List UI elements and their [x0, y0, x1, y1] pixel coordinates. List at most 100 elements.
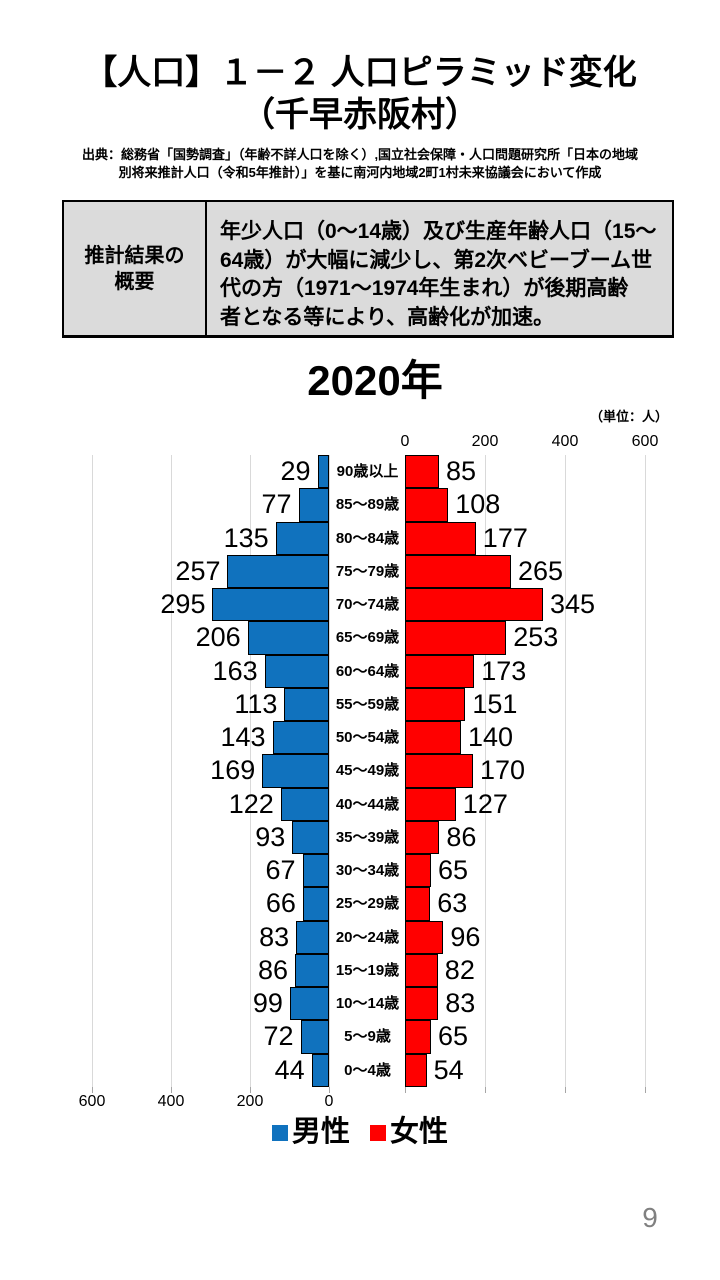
top-axis-tick-label: 200 — [471, 433, 499, 450]
male-value-label: 113 — [234, 688, 278, 719]
female-bar — [405, 953, 438, 988]
male-value-label: 72 — [263, 1021, 294, 1052]
male-value-label: 86 — [257, 954, 289, 985]
male-value-label: 122 — [228, 788, 274, 819]
female-bar — [405, 554, 511, 589]
bottom-axis-tick — [405, 1087, 406, 1093]
age-group-label: 90歳以上 — [336, 463, 399, 480]
pyramid-row: 163 173 60～64歳 — [0, 654, 720, 688]
pyramid-row: 99 83 10～14歳 — [0, 987, 720, 1021]
female-value-label: 345 — [550, 589, 596, 620]
legend-item-male: 男性 — [271, 1112, 350, 1152]
male-bar — [317, 455, 329, 489]
male-value-label: 83 — [259, 921, 290, 952]
page-title: 【人口】１－２ 人口ピラミッド変化 （千早赤阪村） — [0, 52, 720, 136]
top-axis-tick-label: 0 — [400, 433, 410, 450]
age-group-label: 10～14歳 — [335, 995, 400, 1013]
pyramid-row: 44 54 0～4歳 — [0, 1053, 720, 1087]
male-bar — [302, 854, 329, 888]
top-axis-tick-label: 600 — [631, 433, 659, 450]
male-value-label: 77 — [261, 489, 292, 520]
pyramid-row: 86 82 15～19歳 — [0, 953, 720, 988]
male-bar — [275, 521, 329, 555]
summary-header-cell: 推計結果の 概要 — [64, 202, 207, 335]
male-value-label: 163 — [212, 655, 258, 686]
bottom-axis-tick-label: 600 — [78, 1093, 106, 1110]
female-value-label: 140 — [468, 722, 514, 753]
female-value-label: 86 — [446, 821, 477, 852]
male-value-label: 99 — [252, 988, 283, 1019]
male-value-label: 143 — [220, 722, 266, 753]
female-bar — [405, 920, 444, 954]
age-group-label: 60～64歳 — [335, 662, 400, 680]
summary-header-line2: 概要 — [114, 270, 155, 293]
age-group-label: 30～34歳 — [335, 862, 400, 880]
gridline-right — [565, 455, 566, 1087]
gridline-left — [92, 455, 93, 1087]
female-value-label: 85 — [446, 456, 477, 486]
bottom-axis-tick-label: 200 — [236, 1093, 264, 1110]
female-value-label: 82 — [444, 954, 475, 985]
pyramid-row: 29 85 90歳以上 — [0, 455, 720, 489]
pyramid-row: 93 86 35～39歳 — [0, 820, 720, 855]
page-title-line1: 【人口】１－２ 人口ピラミッド変化 — [83, 54, 637, 92]
female-bar — [405, 488, 449, 522]
female-value-label: 65 — [438, 855, 469, 886]
pyramid-row: 295 345 70～74歳 — [0, 588, 720, 622]
female-bar — [405, 754, 473, 788]
female-bar — [405, 654, 475, 688]
summary-body-line: 64歳）が大幅に減少し、第2次ベビーブーム世 — [220, 248, 653, 272]
chart-title: 2020年 — [307, 357, 443, 404]
unit-label: （単位：人） — [589, 409, 668, 424]
female-bar — [405, 588, 543, 622]
male-bar — [272, 721, 329, 755]
pyramid-row: 67 65 30～34歳 — [0, 854, 720, 888]
pyramid-row: 135 177 80～84歳 — [0, 521, 720, 555]
summary-body-line: 者となる等により、高齢化が加速。 — [220, 305, 555, 329]
age-group-label: 85～89歳 — [335, 496, 400, 514]
male-value-label: 295 — [160, 589, 206, 620]
pyramid-row: 77 108 85～89歳 — [0, 488, 720, 522]
plot-area: 29 85 90歳以上 77 108 85～89歳 135 177 80～84歳 257 265 75… — [0, 455, 720, 1087]
pyramid-row: 66 63 25～29歳 — [0, 887, 720, 921]
summary-table: 推計結果の 概要 年少人口（0～14歳）及び生産年齢人口（15～ 64歳）が大幅… — [62, 200, 674, 338]
legend: 男性 女性 — [0, 1112, 720, 1152]
female-bar — [405, 1020, 431, 1054]
age-group-label: 5～9歳 — [344, 1028, 391, 1046]
gridline-left — [329, 455, 330, 1087]
female-value-label: 265 — [518, 555, 564, 586]
age-group-label: 40～44歳 — [335, 795, 400, 813]
gridline-left — [171, 455, 172, 1087]
female-bar — [405, 721, 461, 755]
female-value-label: 96 — [450, 921, 481, 952]
male-value-label: 169 — [210, 755, 256, 786]
female-value-label: 173 — [481, 655, 527, 686]
female-value-label: 170 — [480, 755, 526, 786]
pyramid-row: 169 170 45～49歳 — [0, 754, 720, 788]
male-bar — [300, 1020, 329, 1054]
female-value-label: 63 — [437, 888, 468, 919]
male-bar — [212, 588, 329, 622]
summary-body-line: 年少人口（0～14歳）及び生産年齢人口（15～ — [220, 220, 657, 243]
source-note-line1: 出典：総務省「国勢調査」（年齢不詳人口を除く）,国立社会保障・人口問題研究所「日… — [81, 147, 639, 162]
age-group-label: 75～79歳 — [335, 562, 400, 580]
female-bar — [405, 621, 507, 655]
source-note-line2: 別将来推計人口（令和5年推計）」を基に南河内地域2町1村未来協議会において作成 — [118, 164, 602, 180]
source-note: 出典：総務省「国勢調査」（年齢不詳人口を除く）,国立社会保障・人口問題研究所「日… — [0, 146, 720, 181]
male-value-label: 29 — [280, 456, 311, 486]
top-axis-tick-label: 400 — [551, 433, 579, 450]
male-bar — [311, 1053, 329, 1087]
age-group-label: 35～39歳 — [335, 828, 400, 846]
pyramid-row: 206 253 65～69歳 — [0, 621, 720, 655]
female-value-label: 253 — [513, 622, 559, 653]
female-value-label: 151 — [472, 688, 518, 719]
age-group-label: 45～49歳 — [335, 762, 400, 780]
male-bar — [289, 987, 329, 1021]
gridline-right — [485, 455, 486, 1087]
bottom-axis-tick — [645, 1087, 646, 1093]
bottom-axis-tick — [485, 1087, 486, 1093]
pyramid-row: 83 96 20～24歳 — [0, 920, 720, 954]
pyramid-row: 122 127 40～44歳 — [0, 787, 720, 821]
female-value-label: 54 — [433, 1054, 464, 1085]
summary-header-line1: 推計結果の — [84, 244, 185, 267]
